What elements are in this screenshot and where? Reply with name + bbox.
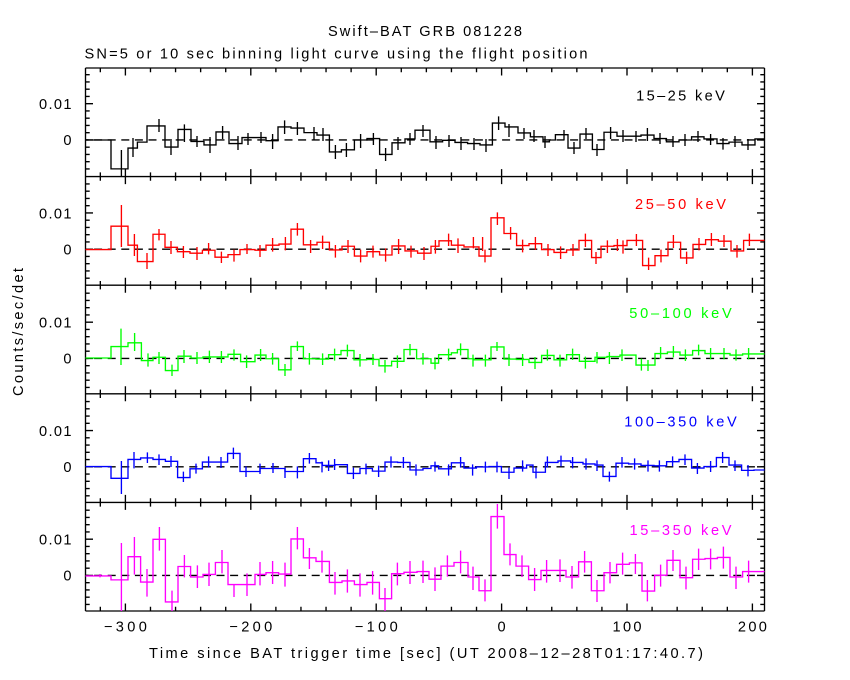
svg-text:100–350 keV: 100–350 keV: [624, 414, 737, 430]
svg-text:0.01: 0.01: [39, 424, 72, 440]
svg-text:0: 0: [63, 460, 71, 476]
svg-text:SN=5 or 10 sec binning light c: SN=5 or 10 sec binning light curve using…: [85, 47, 588, 63]
svg-text:Swift–BAT GRB 081228: Swift–BAT GRB 081228: [328, 24, 522, 40]
svg-text:0: 0: [63, 133, 71, 149]
svg-text:15–25 keV: 15–25 keV: [636, 89, 725, 105]
svg-text:0: 0: [63, 569, 71, 585]
svg-text:0.01: 0.01: [39, 206, 72, 222]
svg-text:0: 0: [63, 243, 71, 259]
svg-text:Counts/sec/det: Counts/sec/det: [11, 268, 27, 396]
svg-text:50–100 keV: 50–100 keV: [629, 306, 732, 322]
svg-text:0.01: 0.01: [39, 532, 72, 548]
svg-text:15–350 keV: 15–350 keV: [630, 523, 732, 539]
svg-text:100: 100: [613, 620, 642, 636]
svg-text:0: 0: [498, 620, 506, 636]
svg-text:0.01: 0.01: [39, 97, 72, 113]
svg-text:200: 200: [738, 620, 767, 636]
svg-text:Time since BAT trigger time [s: Time since BAT trigger time [sec] (UT 20…: [149, 646, 703, 662]
svg-text:0: 0: [63, 352, 71, 368]
svg-text:25–50 keV: 25–50 keV: [635, 197, 726, 213]
svg-text:0.01: 0.01: [39, 315, 72, 331]
